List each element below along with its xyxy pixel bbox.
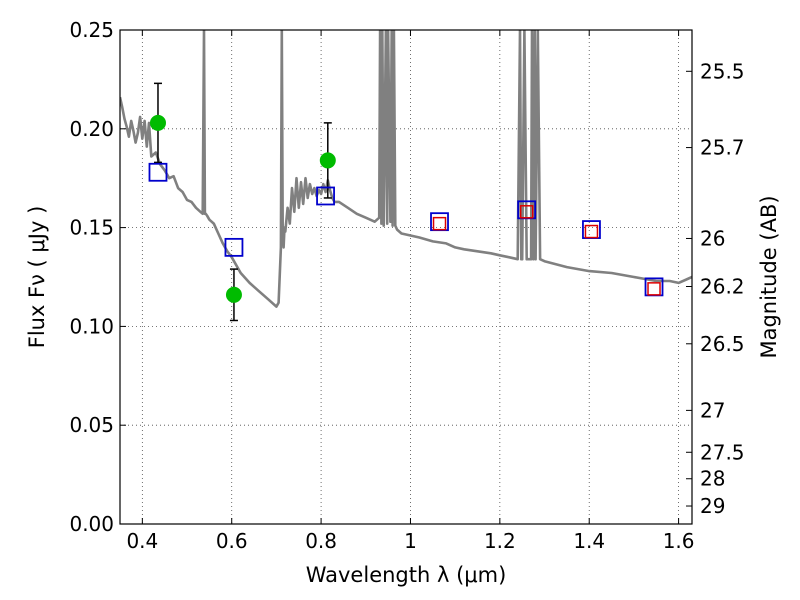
- right-tick-label: 26: [700, 226, 725, 250]
- y-axis-label: Flux Fν ( μJy ): [25, 206, 49, 349]
- x-tick-label: 1: [404, 529, 417, 553]
- y-tick-label: 0.00: [69, 512, 114, 536]
- predicted-flux-square: [647, 282, 661, 296]
- y-tick-label: 0.20: [69, 117, 114, 141]
- right-tick-label: 27: [700, 398, 725, 422]
- predicted-flux-square: [432, 216, 447, 231]
- grid-lines: [120, 29, 692, 525]
- model-spectrum-line: [120, 30, 692, 308]
- axes: 0.4 0.6 0.8 1 1.2 1.4 1.6 0.00 0.05 0.10 0.15 0.20 0…: [69, 18, 744, 553]
- y-tick-label: 0.05: [69, 413, 114, 437]
- model-flux-square: [316, 186, 335, 206]
- right-tick-label: 25.7: [700, 136, 745, 160]
- right-tick-label: 26.5: [700, 332, 745, 356]
- data-layer: [120, 30, 692, 322]
- x-tick-label: 0.8: [305, 529, 337, 553]
- x-tick-label: 0.4: [126, 529, 158, 553]
- y-tick-label: 0.10: [69, 314, 114, 338]
- predicted-flux-square: [584, 224, 599, 239]
- x-tick-label: 1.4: [573, 529, 605, 553]
- y-tick-label: 0.15: [69, 216, 114, 240]
- y-tick-label: 0.25: [69, 18, 114, 42]
- x-tick-label: 1.2: [484, 529, 516, 553]
- model-flux-square: [148, 162, 168, 182]
- x-axis-label: Wavelength λ (μm): [306, 563, 507, 587]
- right-axis-label: Magnitude (AB): [757, 195, 781, 358]
- right-tick-label: 29: [700, 494, 725, 518]
- x-tick-label: 0.6: [216, 529, 248, 553]
- observed-point: [225, 286, 242, 303]
- observed-point: [149, 114, 166, 131]
- x-tick-label: 1.6: [663, 529, 695, 553]
- predicted-flux-square: [519, 205, 534, 219]
- right-tick-label: 27.5: [700, 440, 745, 464]
- observed-point: [319, 152, 336, 169]
- right-tick-label: 25.5: [700, 59, 745, 83]
- right-tick-label: 26.2: [700, 274, 745, 298]
- model-flux-square: [224, 237, 244, 257]
- right-tick-label: 28: [700, 467, 725, 491]
- plot-frame: [119, 29, 693, 525]
